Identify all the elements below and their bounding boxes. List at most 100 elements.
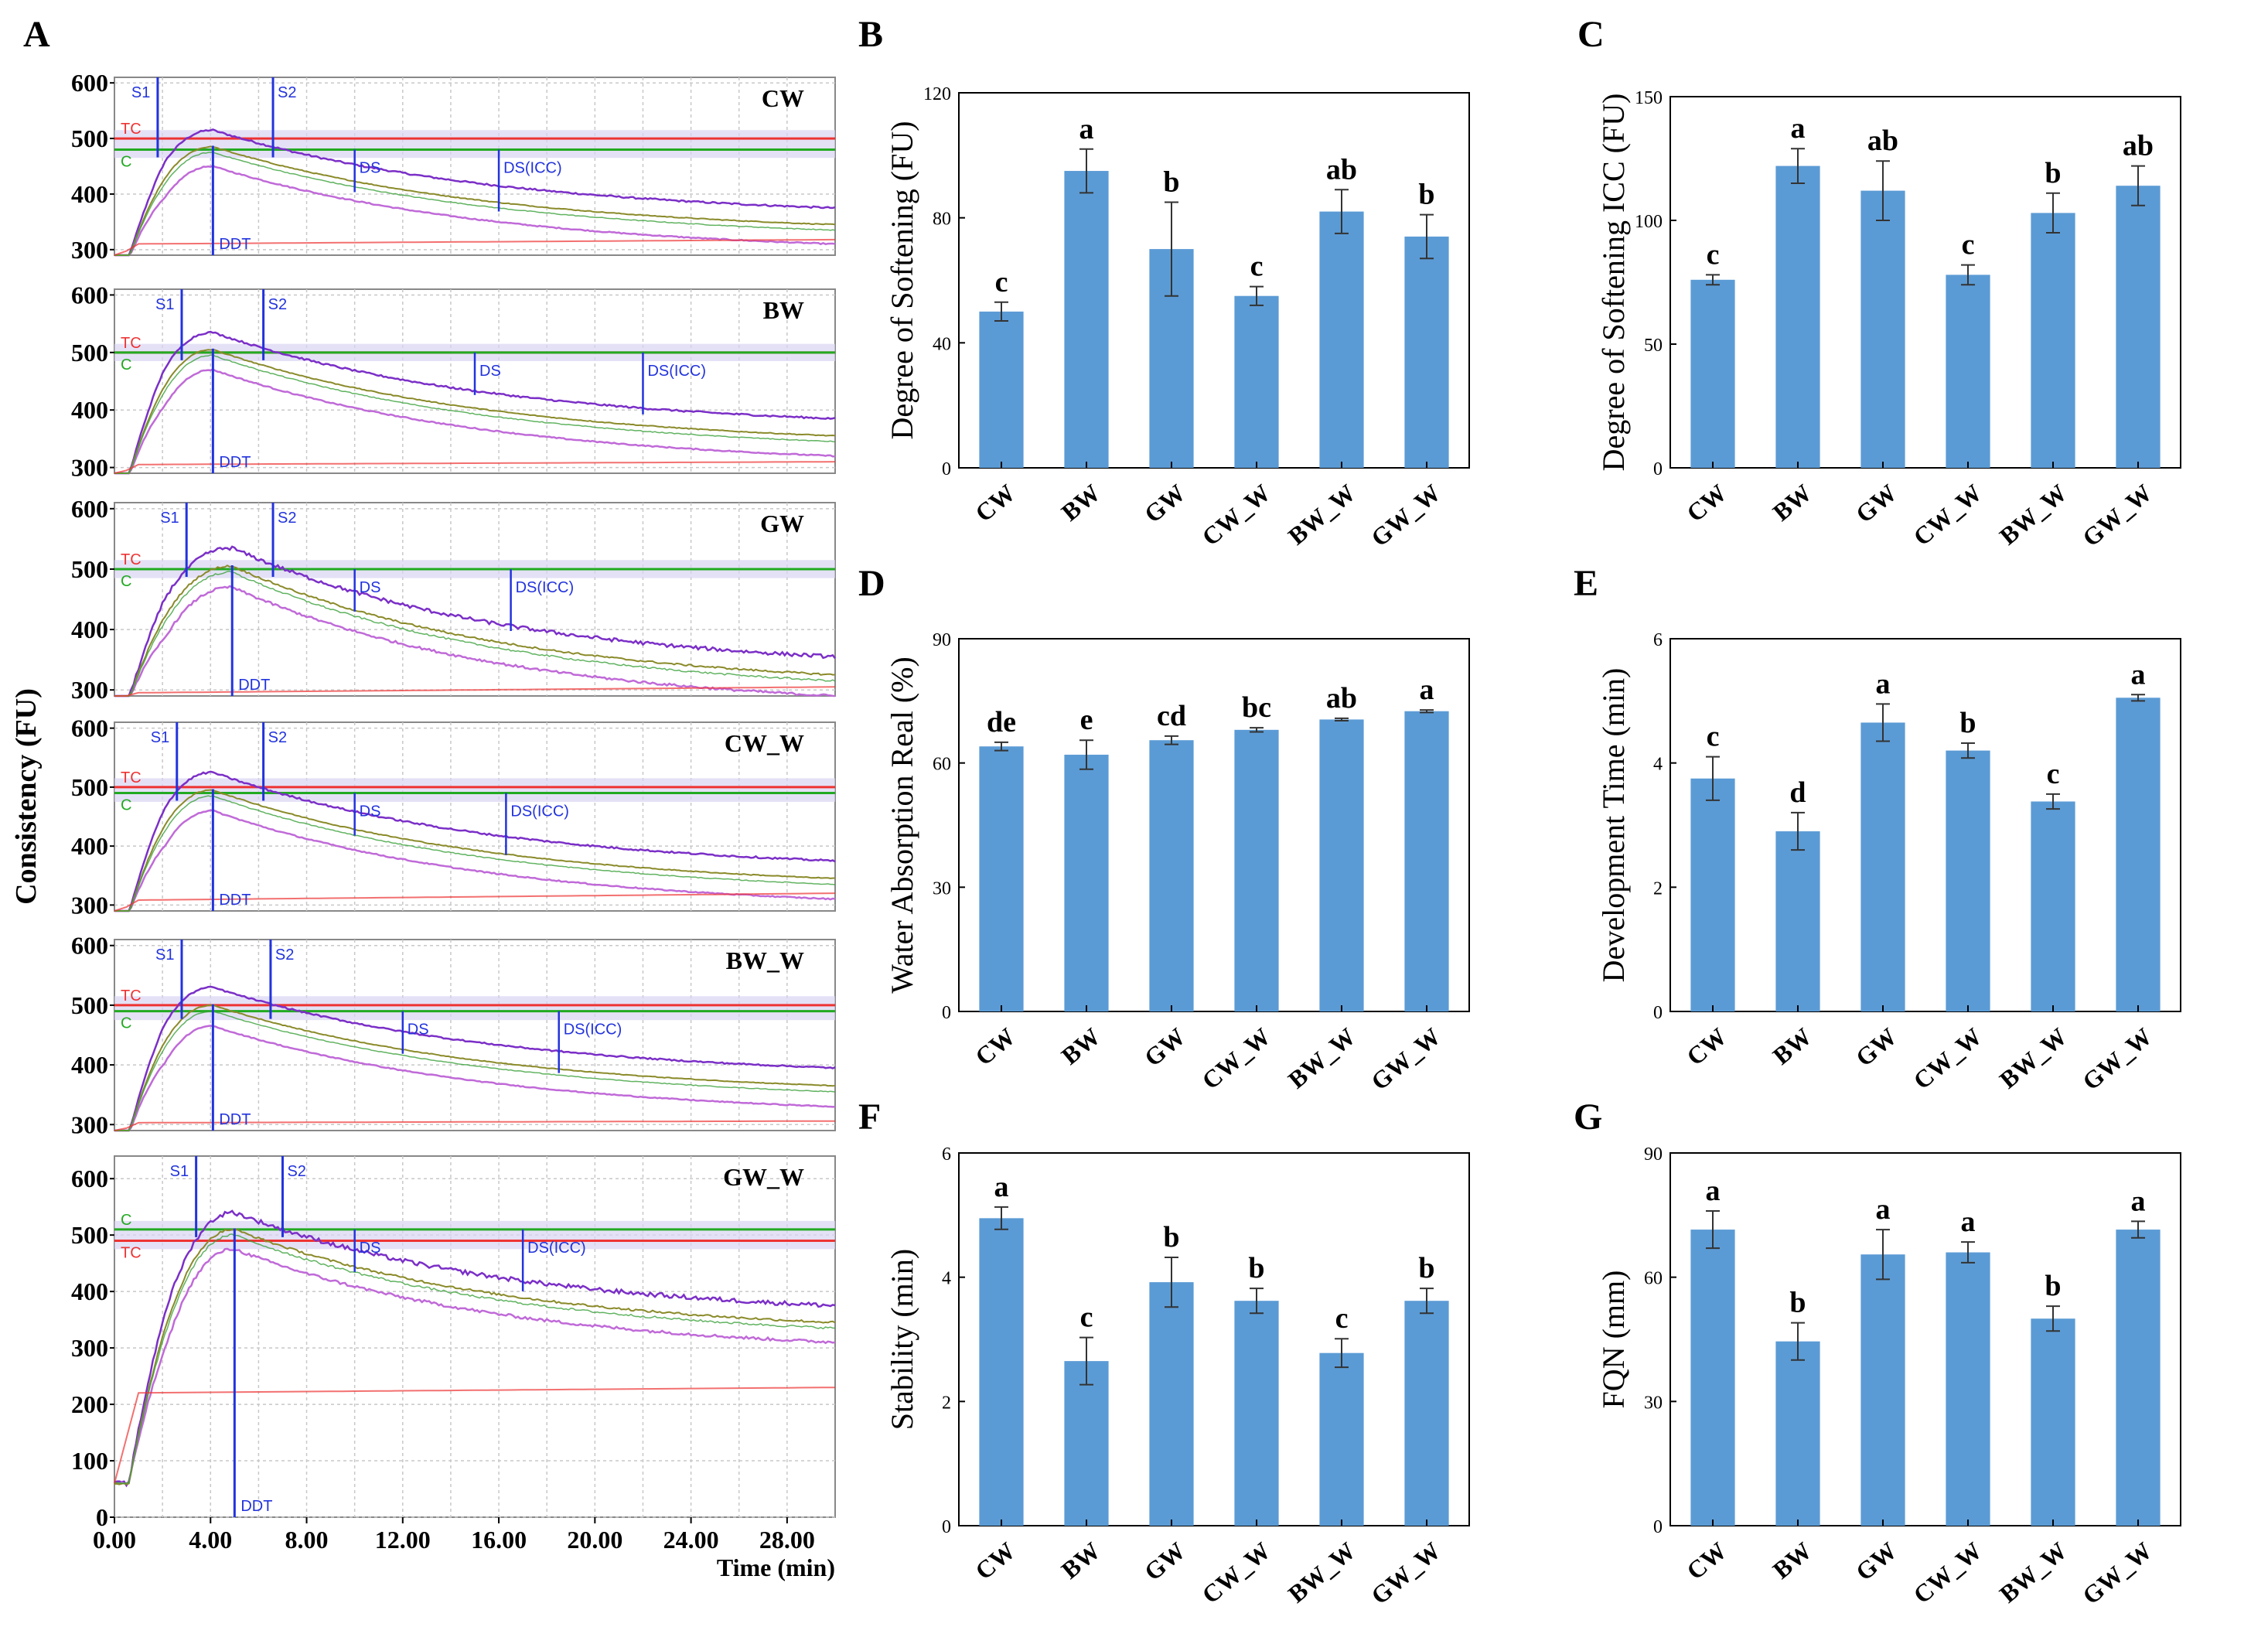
ddt-label: DDT: [238, 677, 270, 694]
bar: [1404, 236, 1449, 468]
mean-curve: [114, 145, 836, 256]
dsicc-label: DS(ICC): [527, 1240, 586, 1257]
y-tick-label: 6: [1653, 630, 1663, 650]
y-tick-label: 4: [1653, 755, 1663, 775]
significance-letter: b: [1248, 1252, 1264, 1284]
c-label: C: [121, 356, 131, 373]
y-axis-title: Water Absorption Real (%): [885, 657, 919, 994]
significance-letter: c: [1707, 721, 1720, 753]
x-tick-label: BW: [1767, 1537, 1816, 1584]
bar: [2116, 698, 2161, 1011]
significance-letter: a: [1079, 113, 1094, 145]
y-tick-label: 400: [71, 1051, 108, 1079]
s1-label: S1: [155, 947, 174, 964]
tc-label: TC: [121, 121, 142, 138]
median-curve: [114, 354, 836, 474]
x-tick-label: CW_W: [1196, 1022, 1275, 1095]
bar: [1690, 1230, 1735, 1526]
bar-chart-D: D 0 30 60 90 Water Absorption Real (%) de CW e BW…: [858, 563, 1470, 1096]
y-tick-label: 600: [71, 932, 108, 960]
dsicc-label: DS(ICC): [503, 159, 562, 176]
significance-letter: ab: [1326, 682, 1357, 715]
y-tick-label: 2: [1653, 878, 1663, 899]
y-tick-label: 400: [71, 396, 108, 424]
significance-letter: a: [1876, 667, 1891, 700]
bar: [979, 311, 1024, 468]
plot-frame: [958, 1152, 1470, 1526]
x-tick-label: CW_W: [1908, 1022, 1987, 1095]
x-tick-label: GW: [1139, 1537, 1191, 1586]
tc-label: TC: [121, 987, 142, 1005]
farinogram-GW: 300 400 500 600 TC C S1 S2 DS DS(ICC) DDT GW: [71, 495, 836, 704]
y-tick-label: 400: [71, 1277, 108, 1305]
farinogram-x-axis-title: Time (min): [717, 1554, 835, 1581]
x-tick-label: BW_W: [1994, 1537, 2072, 1608]
y-axis-title: Development Time (min): [1596, 668, 1631, 983]
plot-frame: [1669, 96, 2181, 469]
farinogram-y-axis-title: Consistency (FU): [10, 688, 43, 905]
bar: [1234, 295, 1279, 468]
y-tick-label: 0: [1653, 1003, 1663, 1023]
y-tick-label: 600: [71, 715, 108, 742]
bar: [1234, 1301, 1279, 1526]
y-tick-label: 300: [71, 1110, 108, 1138]
ds-label: DS: [360, 803, 381, 820]
bar: [1064, 171, 1109, 468]
y-tick-label: 100: [71, 1447, 108, 1475]
y-tick-label: 300: [71, 236, 108, 264]
significance-letter: b: [2045, 157, 2061, 189]
y-tick-label: 90: [933, 630, 951, 650]
upper-curve: [114, 128, 836, 257]
y-tick-label: 200: [71, 1390, 108, 1418]
y-tick-label: 90: [1644, 1144, 1663, 1165]
x-tick-label: BW_W: [1283, 1022, 1361, 1094]
x-tick-label: BW: [1767, 1022, 1816, 1070]
panel-label-f: F: [858, 1097, 881, 1138]
plot-frame: [1669, 1152, 2181, 1526]
y-tick-label: 300: [71, 1334, 108, 1362]
ddt-label: DDT: [219, 454, 251, 471]
significance-letter: c: [2047, 758, 2060, 790]
dsicc-label: DS(ICC): [510, 803, 569, 820]
bar: [1860, 722, 1905, 1011]
y-tick-label: 4: [942, 1269, 951, 1289]
mean-curve: [114, 349, 836, 474]
bar: [1946, 275, 1990, 468]
significance-letter: b: [1163, 1221, 1179, 1254]
bar: [1690, 778, 1735, 1011]
bar-chart-G: G 0 30 60 90 FQN (mm) a CW b BW a GW a CW_W b BW_W a GW_W: [1574, 1097, 2181, 1610]
significance-letter: a: [1791, 112, 1806, 145]
lower-curve: [114, 165, 836, 257]
ds-label: DS: [360, 159, 381, 176]
bar: [2031, 1318, 2075, 1526]
x-tick-label: BW_W: [1994, 479, 2072, 551]
y-axis-title: FQN (mm): [1596, 1271, 1631, 1409]
bar: [2116, 186, 2161, 468]
significance-letter: c: [995, 266, 1008, 298]
significance-letter: c: [1707, 238, 1720, 271]
farinogram-frame: [114, 939, 836, 1131]
bar-chart-F: F 0 2 4 6 Stability (min) a CW c BW b GW b CW_W c BW_W b…: [858, 1097, 1470, 1610]
x-tick-label: CW: [970, 1022, 1020, 1071]
bar: [1775, 165, 1820, 468]
bar: [1234, 729, 1279, 1011]
panel-label-g: G: [1574, 1097, 1602, 1138]
y-tick-label: 600: [71, 281, 108, 309]
y-tick-label: 300: [71, 454, 108, 482]
significance-letter: b: [1418, 1252, 1434, 1284]
significance-letter: d: [1789, 776, 1806, 809]
farinogram-name: CW_W: [725, 729, 804, 757]
bar: [1690, 279, 1735, 468]
s1-label: S1: [155, 296, 174, 313]
x-tick-label: BW: [1056, 1537, 1105, 1584]
ddt-label: DDT: [219, 1111, 251, 1128]
tc-label: TC: [121, 769, 142, 786]
s2-label: S2: [278, 510, 296, 527]
x-tick-label: GW: [1139, 1022, 1191, 1072]
upper-curve: [114, 1209, 836, 1488]
farinogram-CW: 300 400 500 600 TC C S1 S2 DS DS(ICC) DDT CW: [71, 69, 836, 264]
farinogram-BW_W: 300 400 500 600 TC C S1 S2 DS DS(ICC) DDT BW_W: [71, 932, 836, 1138]
farinogram-frame: [114, 77, 836, 256]
